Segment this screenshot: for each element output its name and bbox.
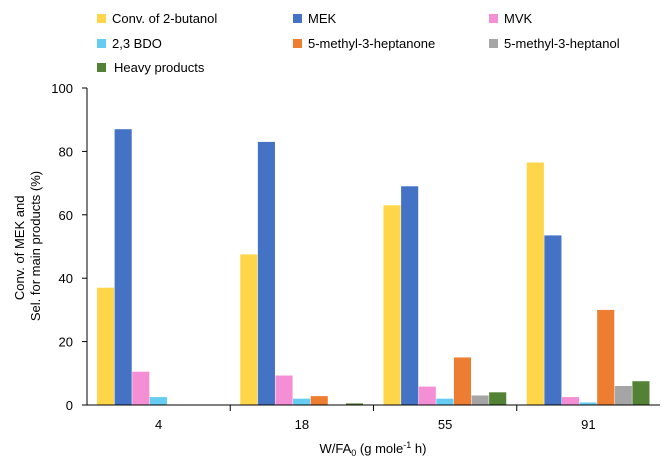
legend-label-5-methyl-3-heptanone: 5-methyl-3-heptanone [308,36,435,51]
bar-2-3-bdo-4 [149,397,167,405]
y-tick-label: 60 [59,208,73,223]
y-axis-title-line1: Conv. of MEK and [12,196,27,301]
legend-label-conv-of-2-butanol: Conv. of 2-butanol [112,11,217,26]
legend: Conv. of 2-butanol MEK MVK 2,3 BDO 5-methyl-… [97,11,620,75]
bar-mvk-18 [275,375,293,405]
y-tick-label: 80 [59,144,73,159]
x-axis-title-main: W/FA [320,441,352,456]
bar-mvk-91 [561,397,580,405]
bar-2-3-bdo-91 [579,402,597,405]
y-tick-label: 20 [59,335,73,350]
legend-swatch-mvk [489,14,498,23]
bar-5-methyl-3-heptanol-91 [614,385,632,405]
bar-heavy-products-55 [489,392,507,405]
legend-swatch-heavy-products [97,63,106,72]
bar-mek-18 [257,141,275,405]
bar-mvk-4 [132,371,150,405]
x-tick-label: 91 [581,417,595,432]
legend-swatch-5-methyl-3-heptanol [489,39,498,48]
bar-conv-of-2-butanol-4 [97,287,115,405]
legend-label-mvk: MVK [504,11,533,26]
bar-heavy-products-91 [632,381,650,405]
legend-swatch-conv-of-2-butanol [97,14,106,23]
bar-conv-of-2-butanol-55 [383,205,401,405]
bar-5-methyl-3-heptanone-18 [310,396,328,405]
x-tick-label: 4 [155,417,162,432]
y-axis-title-line2: Sel. for main products (%) [28,171,43,321]
bar-5-methyl-3-heptanone-55 [453,357,472,405]
x-axis-title-units: (g mole [356,441,403,456]
legend-swatch-2-3-bdo [97,39,106,48]
y-ticks: 0 20 40 60 80 100 [51,81,87,413]
legend-label-2-3-bdo: 2,3 BDO [112,36,162,51]
bar-mek-55 [401,186,419,405]
bar-mvk-55 [418,386,436,405]
bar-2-3-bdo-55 [436,398,454,405]
bar-5-methyl-3-heptanol-55 [471,395,489,405]
x-axis-title-end: h) [411,441,426,456]
bar-conv-of-2-butanol-18 [240,254,258,405]
bar-mek-4 [114,129,132,405]
x-tick-label: 55 [438,417,452,432]
y-tick-label: 0 [66,398,73,413]
legend-swatch-mek [293,14,302,23]
bar-mek-91 [544,235,562,405]
x-axis-title-sup: -1 [403,440,411,450]
bar-5-methyl-3-heptanone-91 [597,309,615,405]
x-ticks: 4 18 55 91 [155,405,596,432]
bar-conv-of-2-butanol-91 [526,162,544,405]
x-axis-title: W/FA0 (g mole-1 h) [320,440,427,458]
bar-2-3-bdo-18 [293,398,311,405]
x-tick-label: 18 [295,417,309,432]
legend-swatch-5-methyl-3-heptanone [293,39,302,48]
axes [86,88,660,406]
bars [97,129,650,405]
y-axis-title: Conv. of MEK and Sel. for main products … [12,171,43,321]
legend-label-mek: MEK [308,11,337,26]
bar-heavy-products-18 [345,403,363,405]
x-axis-title-sub: 0 [351,448,356,458]
y-tick-label: 100 [51,81,73,96]
y-tick-label: 40 [59,271,73,286]
legend-label-5-methyl-3-heptanol: 5-methyl-3-heptanol [504,36,620,51]
legend-label-heavy-products: Heavy products [114,60,205,75]
